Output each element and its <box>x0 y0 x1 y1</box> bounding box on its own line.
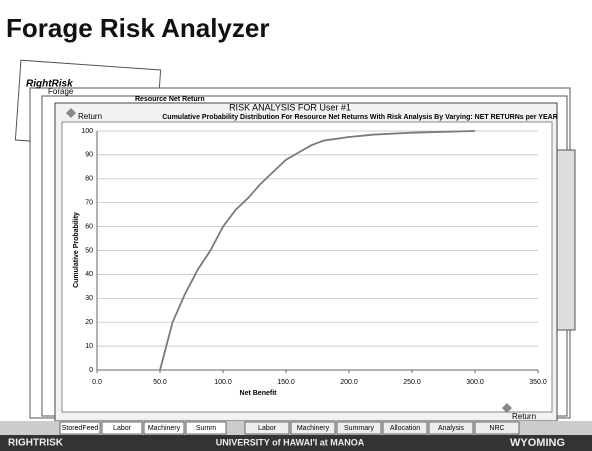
x-axis-label: Net Benefit <box>240 390 278 397</box>
sheet-tab <box>59 421 101 435</box>
return-icon <box>66 108 76 118</box>
sheet-tab <box>382 421 428 435</box>
footer-logo: WYOMING <box>510 437 565 449</box>
slide-title: Forage Risk Analyzer <box>6 13 269 43</box>
y-tick-label: 100 <box>81 128 93 135</box>
y-tick-label: 30 <box>85 295 93 302</box>
chart-subtitle: Cumulative Probability Distribution For … <box>162 114 558 121</box>
sheet-tab-label[interactable]: Summary <box>344 425 374 432</box>
x-tick-label: 300.0 <box>466 379 484 386</box>
sheet-tab <box>290 421 336 435</box>
sheet-tab-label[interactable]: Allocation <box>390 425 420 432</box>
footer-bar <box>0 435 592 451</box>
sheet-tab-label[interactable]: StoredFeed <box>62 425 99 432</box>
sheet-tab <box>428 421 474 435</box>
sheet-tab-label[interactable]: Analysis <box>438 425 465 432</box>
return-icon <box>502 403 512 413</box>
y-tick-label: 60 <box>85 223 93 230</box>
sheet-tab-label[interactable]: Summ <box>196 425 216 432</box>
y-tick-label: 50 <box>85 247 93 254</box>
sheet-tab <box>336 421 382 435</box>
x-tick-label: 100.0 <box>214 379 232 386</box>
y-tick-label: 20 <box>85 319 93 326</box>
footer-logo: RIGHTRISK <box>8 438 64 449</box>
sheet-tab-label[interactable]: Labor <box>113 425 132 432</box>
x-tick-label: 250.0 <box>403 379 421 386</box>
sheet-tab <box>474 421 520 435</box>
bg-logo: RightRisk <box>26 79 73 90</box>
sheet-tab <box>101 421 143 435</box>
return-button[interactable]: Return <box>78 112 102 121</box>
y-tick-label: 90 <box>85 152 93 159</box>
return-button[interactable]: Return <box>512 412 536 421</box>
chart-title: RISK ANALYSIS FOR User #1 <box>229 102 351 112</box>
y-tick-label: 70 <box>85 200 93 207</box>
x-tick-label: 50.0 <box>153 379 167 386</box>
footer-logo: UNIVERSITY of HAWAI'I at MANOA <box>216 437 365 447</box>
sheet-tab <box>244 421 290 435</box>
bg-sheet-title: Resource Net Return <box>135 96 205 103</box>
sheet-tab <box>185 421 227 435</box>
y-tick-label: 80 <box>85 176 93 183</box>
sheet-tab-label[interactable]: Machinery <box>148 425 181 432</box>
sheet-tab-label[interactable]: NRC <box>489 425 504 432</box>
chart-frame <box>61 121 553 413</box>
y-tick-label: 40 <box>85 271 93 278</box>
x-tick-label: 350.0 <box>529 379 547 386</box>
x-tick-label: 150.0 <box>277 379 295 386</box>
bg-label: Forage <box>48 87 74 96</box>
y-tick-label: 10 <box>85 343 93 350</box>
sheet-tab-label[interactable]: Machinery <box>297 425 330 432</box>
x-tick-label: 0.0 <box>92 379 102 386</box>
line-series <box>159 130 476 371</box>
x-tick-label: 200.0 <box>340 379 358 386</box>
sheet-tab <box>143 421 185 435</box>
y-axis-label: Cumulative Probability <box>73 212 80 288</box>
y-tick-label: 0 <box>89 367 93 374</box>
sheet-tab-label[interactable]: Labor <box>258 425 277 432</box>
